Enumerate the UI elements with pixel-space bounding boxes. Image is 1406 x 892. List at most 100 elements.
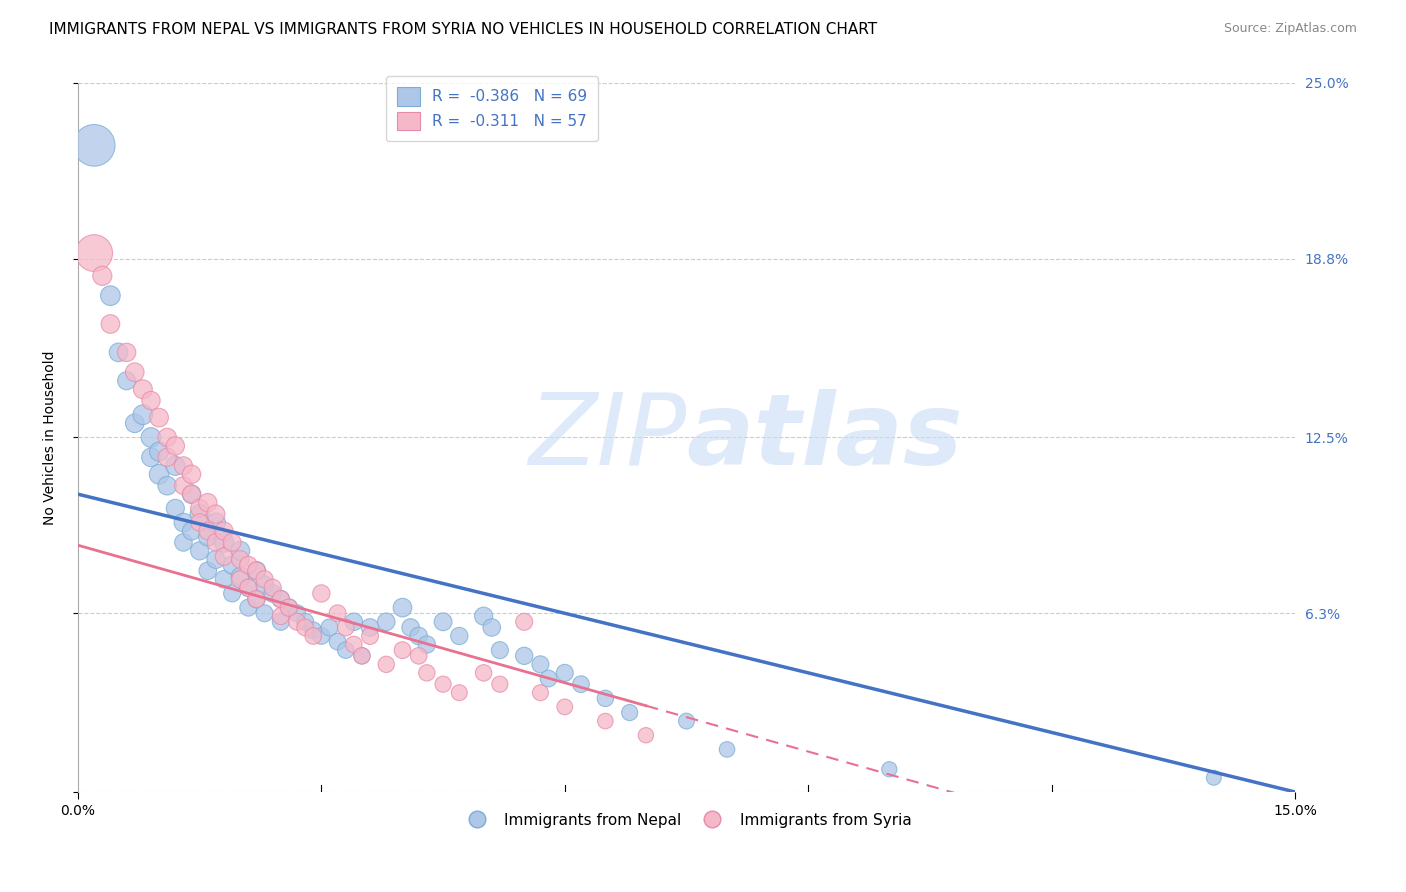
Point (253, 572, 276, 586)
Point (285, 607, 308, 621)
Point (634, 728, 657, 742)
Point (399, 620, 422, 634)
Point (139, 430, 162, 444)
Point (180, 487, 202, 501)
Point (350, 648, 373, 663)
Point (879, 762, 901, 776)
Point (197, 564, 219, 578)
Point (165, 439, 187, 453)
Point (326, 634, 349, 648)
Point (416, 638, 439, 652)
Point (229, 569, 252, 583)
Point (139, 393, 162, 408)
Point (529, 686, 551, 700)
Point (416, 665, 439, 680)
Point (172, 458, 194, 473)
Point (188, 516, 211, 530)
Point (408, 648, 430, 663)
Point (285, 615, 308, 629)
Point (270, 609, 292, 624)
Point (569, 677, 592, 691)
Point (449, 686, 471, 700)
Point (180, 524, 202, 538)
Point (212, 572, 235, 586)
Point (529, 657, 551, 672)
Point (472, 609, 495, 624)
Point (83, 138, 105, 153)
Point (165, 501, 187, 516)
Point (83, 246, 105, 260)
Point (180, 487, 202, 501)
Point (107, 345, 129, 359)
Point (391, 600, 413, 615)
Point (229, 552, 252, 566)
Point (481, 620, 503, 634)
Point (432, 615, 454, 629)
Point (212, 549, 235, 564)
Point (229, 544, 252, 558)
Point (359, 620, 381, 634)
Point (188, 501, 211, 516)
Point (489, 677, 512, 691)
Point (221, 558, 243, 572)
Point (165, 458, 187, 473)
Point (212, 535, 235, 549)
Point (100, 317, 122, 331)
Point (262, 586, 284, 600)
Point (238, 581, 260, 595)
Point (554, 699, 576, 714)
Point (188, 507, 211, 521)
Point (229, 572, 252, 586)
Point (156, 478, 179, 492)
Point (277, 600, 299, 615)
Point (277, 600, 299, 615)
Point (221, 586, 243, 600)
Point (554, 665, 576, 680)
Point (205, 507, 228, 521)
Point (343, 615, 366, 629)
Point (335, 620, 357, 634)
Point (513, 615, 536, 629)
Point (262, 581, 284, 595)
Point (270, 592, 292, 607)
Text: IMMIGRANTS FROM NEPAL VS IMMIGRANTS FROM SYRIA NO VEHICLES IN HOUSEHOLD CORRELAT: IMMIGRANTS FROM NEPAL VS IMMIGRANTS FROM… (49, 22, 877, 37)
Point (221, 535, 243, 549)
Point (472, 665, 495, 680)
Point (326, 607, 349, 621)
Point (489, 643, 512, 657)
Point (139, 450, 162, 465)
Point (537, 672, 560, 686)
Point (716, 742, 738, 756)
Point (270, 592, 292, 607)
Point (595, 691, 617, 706)
Point (188, 544, 211, 558)
Point (197, 496, 219, 510)
Y-axis label: No Vehicles in Household: No Vehicles in Household (44, 351, 58, 524)
Text: Source: ZipAtlas.com: Source: ZipAtlas.com (1223, 22, 1357, 36)
Point (148, 467, 170, 482)
Point (124, 365, 146, 379)
Point (253, 607, 276, 621)
Point (270, 615, 292, 629)
Point (294, 615, 316, 629)
Point (449, 629, 471, 643)
Point (180, 467, 202, 482)
Point (675, 714, 697, 728)
Legend: Immigrants from Nepal, Immigrants from Syria: Immigrants from Nepal, Immigrants from S… (456, 806, 918, 834)
Point (391, 643, 413, 657)
Point (432, 677, 454, 691)
Point (408, 629, 430, 643)
Point (172, 478, 194, 492)
Point (245, 564, 267, 578)
Text: atlas: atlas (686, 389, 963, 486)
Point (513, 648, 536, 663)
Point (245, 564, 267, 578)
Point (1202, 771, 1225, 785)
Point (205, 516, 228, 530)
Point (124, 417, 146, 431)
Text: ZIP: ZIP (529, 389, 686, 486)
Point (311, 586, 333, 600)
Point (294, 620, 316, 634)
Point (148, 444, 170, 458)
Point (156, 450, 179, 465)
